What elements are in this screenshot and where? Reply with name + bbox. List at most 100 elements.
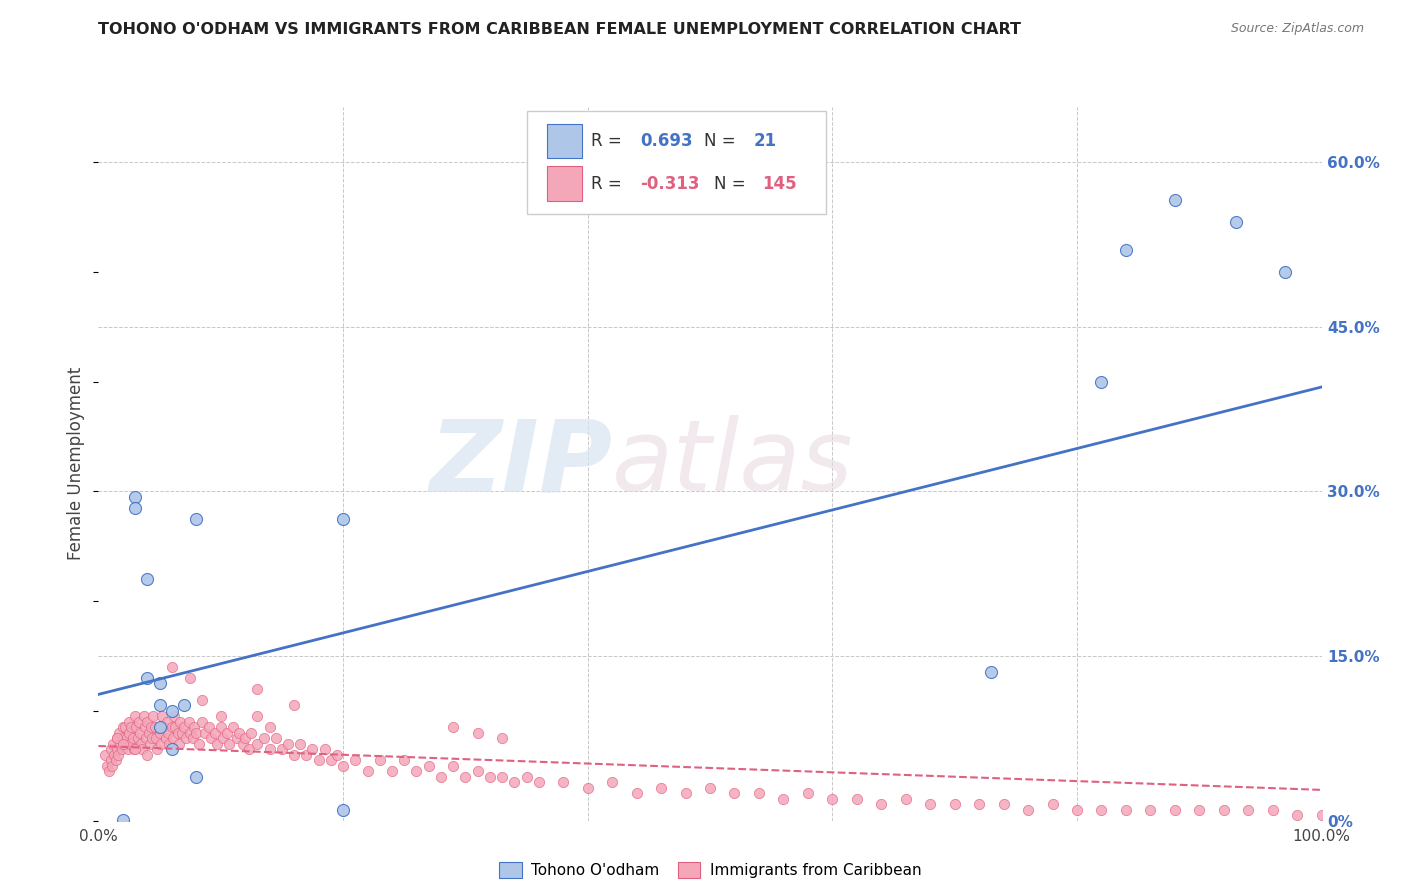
Point — [368, 753, 391, 767]
Point — [167, 726, 190, 740]
Point — [173, 720, 195, 734]
Point — [111, 742, 134, 756]
Point — [124, 490, 146, 504]
Point — [187, 737, 209, 751]
Point — [478, 770, 501, 784]
Point — [149, 737, 172, 751]
Point — [1310, 808, 1333, 822]
Point — [467, 764, 489, 779]
Point — [553, 775, 575, 789]
Point — [381, 764, 404, 779]
Point — [845, 791, 868, 805]
Point — [314, 742, 336, 756]
Point — [277, 737, 299, 751]
Point — [467, 726, 489, 740]
Point — [264, 731, 287, 746]
Point — [200, 731, 222, 746]
Point — [96, 758, 118, 772]
Point — [162, 731, 184, 746]
Point — [108, 726, 131, 740]
Point — [356, 764, 378, 779]
Point — [233, 731, 256, 746]
Point — [967, 797, 990, 812]
Point — [454, 770, 477, 784]
Point — [105, 731, 128, 746]
Point — [115, 731, 138, 746]
Point — [156, 714, 179, 729]
Point — [145, 731, 167, 746]
FancyBboxPatch shape — [547, 167, 582, 201]
Point — [191, 714, 214, 729]
Point — [124, 500, 146, 515]
Point — [1115, 243, 1137, 257]
Point — [120, 720, 142, 734]
Point — [105, 731, 128, 746]
Point — [1042, 797, 1064, 812]
Point — [136, 714, 159, 729]
Point — [1274, 265, 1296, 279]
Text: N =: N = — [704, 132, 741, 150]
Point — [1164, 194, 1187, 208]
Point — [441, 720, 464, 734]
Point — [209, 720, 232, 734]
Point — [209, 709, 232, 723]
Point — [319, 753, 342, 767]
Point — [600, 775, 623, 789]
Point — [101, 737, 124, 751]
Point — [101, 758, 124, 772]
Point — [160, 742, 183, 756]
Point — [131, 742, 153, 756]
Point — [146, 742, 169, 756]
Text: 0.693: 0.693 — [640, 132, 693, 150]
Point — [136, 747, 159, 762]
Point — [301, 742, 323, 756]
Text: 21: 21 — [754, 132, 778, 150]
Point — [246, 737, 269, 751]
Point — [225, 731, 247, 746]
Point — [246, 681, 269, 696]
Point — [392, 753, 416, 767]
Point — [215, 726, 238, 740]
Point — [98, 764, 121, 779]
Text: R =: R = — [592, 175, 627, 193]
Point — [136, 671, 159, 685]
Point — [160, 660, 183, 674]
Point — [405, 764, 427, 779]
Point — [139, 720, 162, 734]
Point — [139, 737, 162, 751]
Point — [110, 737, 132, 751]
Y-axis label: Female Unemployment: Female Unemployment — [67, 368, 86, 560]
Point — [176, 731, 198, 746]
Point — [821, 791, 844, 805]
Point — [344, 753, 367, 767]
Point — [143, 720, 166, 734]
Point — [212, 731, 235, 746]
Point — [576, 780, 599, 795]
Point — [1090, 375, 1112, 389]
Point — [1237, 803, 1260, 817]
Point — [870, 797, 893, 812]
Point — [1017, 803, 1039, 817]
Point — [222, 720, 245, 734]
Point — [993, 797, 1015, 812]
Point — [332, 803, 354, 817]
Point — [155, 731, 177, 746]
Point — [252, 731, 274, 746]
Point — [100, 753, 122, 767]
Point — [228, 726, 250, 740]
Point — [748, 786, 770, 800]
Point — [332, 758, 354, 772]
Point — [418, 758, 440, 772]
Point — [980, 665, 1002, 680]
Point — [515, 770, 537, 784]
Point — [134, 720, 156, 734]
Point — [503, 775, 526, 789]
Point — [149, 720, 172, 734]
Point — [100, 742, 122, 756]
Point — [232, 737, 254, 751]
Point — [1139, 803, 1161, 817]
Point — [920, 797, 942, 812]
Point — [173, 698, 195, 713]
Point — [283, 747, 305, 762]
Point — [326, 747, 349, 762]
